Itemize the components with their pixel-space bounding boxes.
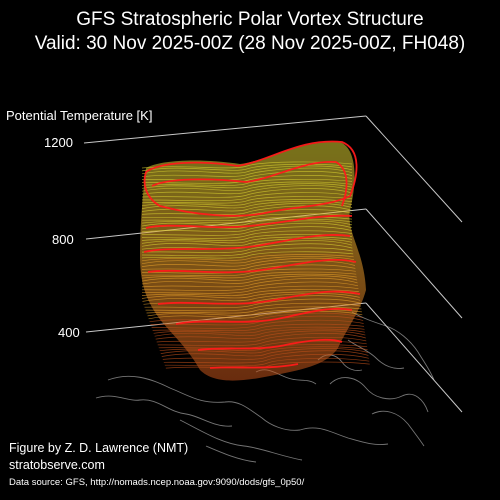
contour-ring: [143, 140, 358, 217]
chart-subtitle: Valid: 30 Nov 2025-00Z (28 Nov 2025-00Z,…: [34, 33, 466, 54]
surface-strand: [141, 202, 353, 212]
contour-ring: [175, 307, 353, 325]
box-edge-line: [365, 208, 463, 319]
surface-strand: [157, 336, 367, 347]
surface-strand: [141, 275, 358, 285]
author-credit: Figure by Z. D. Lawrence (NMT): [9, 441, 189, 455]
surface-strand: [161, 348, 369, 357]
surface-strand: [151, 319, 364, 329]
surface-strand: [141, 271, 357, 279]
surface-strand: [141, 213, 353, 222]
coastline-path: [351, 311, 435, 381]
vortex-isosurface: [140, 141, 370, 381]
surface-strand: [146, 306, 362, 314]
surface-strand: [162, 350, 369, 360]
site-credit: stratobserve.com: [9, 458, 105, 472]
surface-strand: [148, 310, 363, 320]
surface-strand: [141, 277, 358, 288]
coastline-path: [95, 395, 233, 427]
contour-ring: [143, 234, 351, 253]
surface-strand: [141, 185, 353, 195]
surface-strand: [141, 199, 353, 207]
contour-ring: [209, 363, 299, 369]
surface-strand: [141, 234, 353, 241]
surface-strand: [141, 188, 353, 198]
surface-strand: [141, 230, 353, 239]
surface-strand: [141, 192, 353, 202]
surface-strand: [155, 330, 366, 340]
surface-strand: [141, 163, 353, 172]
surface-strand: [144, 298, 361, 309]
surface-strand: [141, 257, 355, 267]
contour-lines: [143, 140, 361, 369]
surface-strand: [153, 326, 365, 334]
surface-strand: [141, 281, 359, 291]
coastline-path: [329, 377, 429, 413]
surface-strand: [141, 218, 353, 227]
coastline-path: [299, 427, 389, 445]
surface-strand: [141, 181, 353, 189]
surface-strand: [154, 328, 365, 337]
data-source: Data source: GFS, http://nomads.ncep.noa…: [9, 477, 305, 488]
z-tick-line: [83, 115, 367, 144]
surface-strand: [141, 238, 353, 247]
surface-strand: [156, 333, 366, 343]
contour-ring: [157, 290, 361, 305]
coastline-path: [205, 445, 257, 463]
surface-strand: [158, 341, 367, 349]
surface-strand: [141, 175, 353, 184]
z-tick-label: 1200: [44, 135, 73, 150]
surface-strand: [141, 273, 357, 282]
surface-strand: [141, 165, 353, 175]
box-edge-line: [365, 115, 463, 223]
contour-ring: [197, 338, 343, 351]
contour-ring: [151, 161, 348, 207]
z-tick-label: 400: [58, 325, 80, 340]
surface-strand: [141, 264, 356, 274]
z-tick-label: 800: [52, 232, 74, 247]
surface-strand: [141, 167, 353, 178]
surface-strand: [141, 254, 354, 262]
surface-strand: [141, 289, 359, 296]
coastline-path: [179, 419, 303, 461]
surface-strand: [141, 256, 355, 265]
surface-strand: [163, 353, 369, 364]
surface-strand: [141, 236, 353, 244]
box-edge-line: [365, 302, 463, 413]
surface-strand: [141, 247, 353, 257]
surface-strand: [141, 243, 353, 253]
z-axis-label: Potential Temperature [K]: [6, 108, 153, 123]
contour-ring: [147, 259, 357, 274]
surface-strand: [145, 302, 362, 312]
surface-strand: [141, 222, 353, 233]
surface-strand: [141, 285, 359, 294]
chart-title: GFS Stratospheric Polar Vortex Structure: [76, 9, 424, 30]
surface-strand: [141, 196, 353, 204]
surface-strand: [149, 312, 363, 323]
surface-strand: [152, 323, 365, 332]
contour-ring: [145, 214, 353, 229]
coastline-path: [107, 375, 301, 431]
coastline-path: [347, 339, 405, 369]
surface-strand: [141, 183, 353, 192]
surface-strand: [141, 226, 353, 236]
surface-strand: [141, 205, 353, 215]
surface-strand: [164, 358, 370, 367]
surface-strand: [165, 361, 370, 369]
surface-strand: [141, 268, 356, 277]
surface-strand: [141, 201, 353, 209]
surface-strand: [150, 315, 364, 326]
surface-strand: [141, 178, 353, 186]
surface-strand: [141, 251, 354, 259]
coastline-path: [371, 410, 425, 447]
surface-strand: [142, 293, 360, 302]
